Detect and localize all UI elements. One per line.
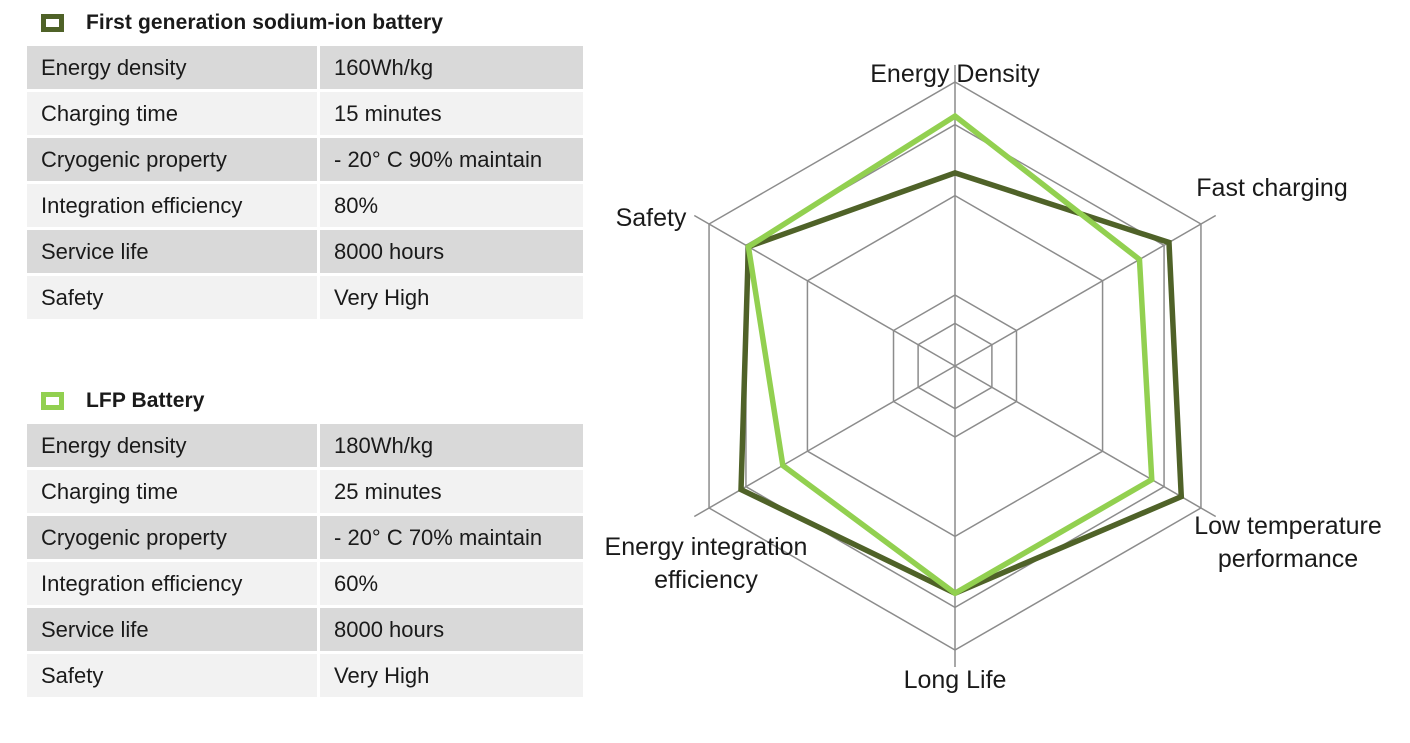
legend-sodium-ion: First generation sodium-ion battery: [27, 3, 583, 43]
radar-series: [738, 112, 1185, 597]
spec-value: 15 minutes: [320, 92, 583, 135]
sodium-ion-spec-table: Energy density 160Wh/kg Charging time 15 m…: [27, 43, 583, 322]
spec-label: Cryogenic property: [27, 138, 320, 181]
table-row: Integration efficiency 60%: [27, 562, 583, 605]
radar-axis-label: Fast charging: [1196, 174, 1347, 202]
spec-value: 8000 hours: [320, 608, 583, 651]
table-row: Cryogenic property - 20° C 70% maintain: [27, 516, 583, 559]
radar-axis-label: performance: [1218, 545, 1358, 573]
legend-lfp: LFP Battery: [27, 381, 583, 421]
radar-axis-label: Low temperature: [1194, 512, 1382, 540]
legend-swatch-lfp: [41, 392, 64, 410]
spec-value: - 20° C 70% maintain: [320, 516, 583, 559]
radar-spoke: [693, 214, 956, 367]
table-row: Cryogenic property - 20° C 90% maintain: [27, 138, 583, 181]
radar-axis-label: efficiency: [654, 566, 758, 594]
radar-axes: [693, 64, 1217, 668]
radar-axis-label: Energy integration: [605, 533, 808, 561]
lfp-block: LFP Battery Energy density 180Wh/kg Charg…: [27, 381, 583, 700]
spec-label: Service life: [27, 230, 320, 273]
lfp-spec-table: Energy density 180Wh/kg Charging time 25 m…: [27, 421, 583, 700]
spec-value: 80%: [320, 184, 583, 227]
spec-label: Charging time: [27, 470, 320, 513]
radar-spoke: [954, 214, 1217, 367]
spec-label: Service life: [27, 608, 320, 651]
spec-label: Integration efficiency: [27, 184, 320, 227]
spec-label: Safety: [27, 654, 320, 697]
spec-value: 25 minutes: [320, 470, 583, 513]
table-row: Charging time 25 minutes: [27, 470, 583, 513]
table-row: Service life 8000 hours: [27, 230, 583, 273]
table-row: Energy density 180Wh/kg: [27, 424, 583, 467]
radar-spoke: [954, 365, 1217, 518]
spec-label: Cryogenic property: [27, 516, 320, 559]
spec-label: Integration efficiency: [27, 562, 320, 605]
spec-value: Very High: [320, 654, 583, 697]
spec-value: 180Wh/kg: [320, 424, 583, 467]
spec-value: - 20° C 90% maintain: [320, 138, 583, 181]
spec-value: 60%: [320, 562, 583, 605]
spec-value: 160Wh/kg: [320, 46, 583, 89]
table-row: Service life 8000 hours: [27, 608, 583, 651]
legend-swatch-sodium-ion: [41, 14, 64, 32]
table-row: Safety Very High: [27, 276, 583, 319]
radar-spoke: [693, 365, 956, 518]
radar-series-1: [745, 112, 1155, 597]
legend-label-sodium-ion: First generation sodium-ion battery: [86, 11, 444, 34]
table-row: Safety Very High: [27, 654, 583, 697]
table-row: Charging time 15 minutes: [27, 92, 583, 135]
radar-axis-labels: Energy Density Fast charging Low temperatu…: [605, 60, 1382, 694]
table-row: Integration efficiency 80%: [27, 184, 583, 227]
spec-label: Charging time: [27, 92, 320, 135]
radar-axis-label: Safety: [616, 204, 687, 232]
radar-axis-label: Energy Density: [870, 60, 1040, 88]
spec-label: Energy density: [27, 424, 320, 467]
legend-label-lfp: LFP Battery: [86, 389, 205, 412]
spec-label: Energy density: [27, 46, 320, 89]
table-row: Energy density 160Wh/kg: [27, 46, 583, 89]
spec-value: Very High: [320, 276, 583, 319]
sodium-ion-block: First generation sodium-ion battery Ener…: [27, 3, 583, 322]
spec-label: Safety: [27, 276, 320, 319]
spec-value: 8000 hours: [320, 230, 583, 273]
radar-axis-label: Long Life: [904, 666, 1007, 694]
